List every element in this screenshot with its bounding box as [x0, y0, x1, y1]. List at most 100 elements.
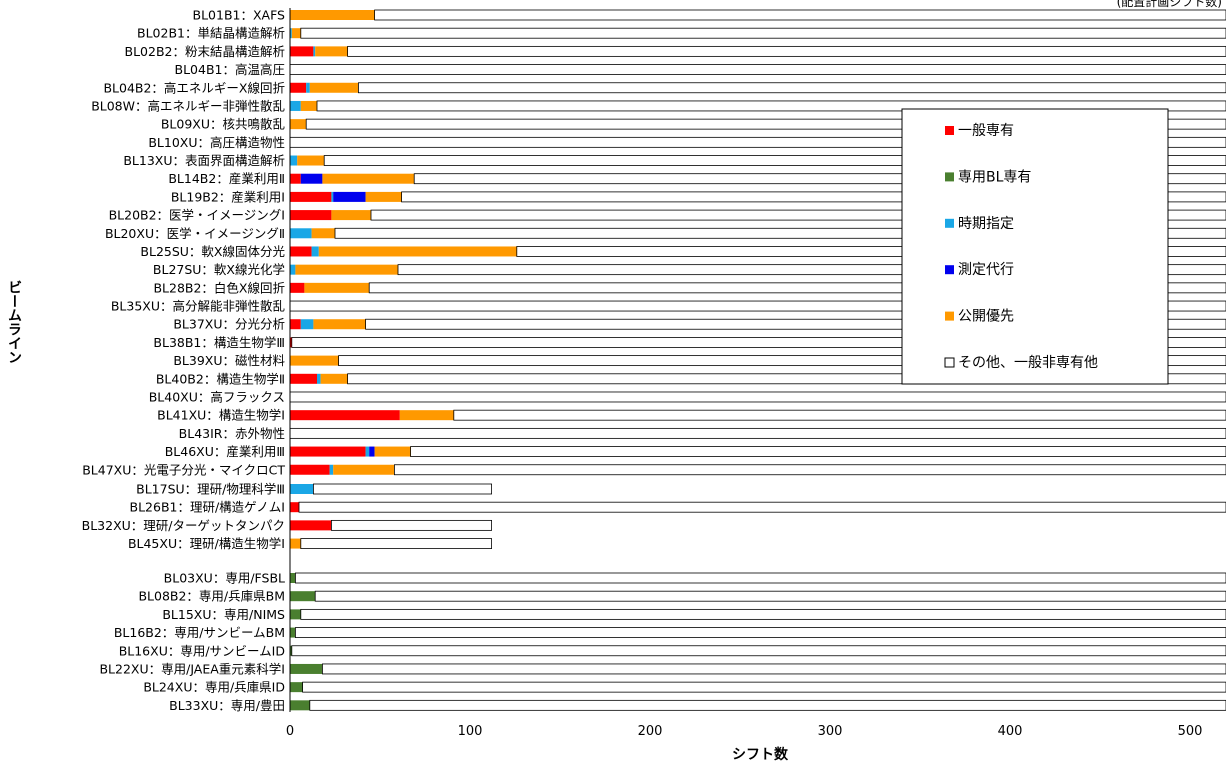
- bars-layer: [289, 9, 1226, 711]
- bar-segment-other: [294, 572, 1226, 584]
- bar-segment-dedicated_bl: [290, 663, 323, 674]
- category-label: BL38B1：構造生物学Ⅲ: [153, 335, 285, 350]
- bar-segment-other: [393, 464, 1226, 476]
- bar-segment-other: [347, 45, 1226, 57]
- bar-segment-other: [334, 227, 1226, 239]
- bar-segment-public: [290, 119, 307, 130]
- bar-segment-dedicated_bl: [290, 609, 301, 620]
- x-tick-label: 200: [638, 724, 663, 739]
- category-label: BL16XU：専用/サンビームID: [119, 643, 285, 658]
- bar-segment-general: [290, 319, 301, 330]
- category-label: BL28B2：白色X線回折: [153, 280, 285, 295]
- category-label: BL40XU：高フラックス: [149, 389, 285, 404]
- x-axis-title: シフト数: [732, 746, 789, 763]
- bar-segment-period: [290, 228, 312, 239]
- bar-segment-dedicated_bl: [290, 700, 310, 711]
- bar-segment-period: [290, 100, 301, 111]
- bar-segment-other: [300, 608, 1226, 620]
- bar-segment-other: [314, 590, 1226, 602]
- bar-segment-period: [290, 155, 298, 166]
- bar-segment-public: [315, 46, 348, 57]
- bar-segment-other: [291, 645, 1226, 657]
- bar-segment-period: [317, 373, 321, 384]
- bar-segment-other: [453, 409, 1226, 421]
- category-label: BL43IR：赤外物性: [179, 426, 285, 441]
- bar-segment-dedicated_bl: [290, 573, 296, 583]
- bar-segment-other: [413, 173, 1226, 185]
- chart-header: (配置計画シフト数): [1117, 0, 1222, 9]
- bar-segment-public: [320, 373, 348, 384]
- legend-label-measure: 測定代行: [958, 262, 1014, 278]
- bar-segment-public: [365, 191, 402, 202]
- bar-segment-general: [290, 173, 301, 184]
- legend-swatch-other: [944, 357, 955, 368]
- bar-segment-general: [290, 46, 314, 57]
- bar-segment-other: [323, 155, 1226, 166]
- bar-segment-other: [347, 373, 1226, 385]
- bar-segment-general: [290, 337, 292, 348]
- category-label: BL47XU：光電子分光・マイクロCT: [82, 462, 285, 477]
- bar-segment-general: [290, 282, 305, 293]
- bar-segment-other: [338, 355, 1226, 367]
- header-note: (配置計画シフト数): [1117, 0, 1222, 9]
- category-label: BL35XU：高分解能非弾性散乱: [111, 299, 285, 314]
- bar-segment-other: [300, 27, 1226, 39]
- bar-segment-other: [370, 209, 1226, 221]
- legend-swatch-general: [945, 126, 954, 135]
- bar-segment-other: [309, 699, 1226, 711]
- category-label: BL17SU：理研/物理科学Ⅲ: [136, 482, 285, 497]
- bar-segment-other: [410, 446, 1226, 457]
- bar-segment-period: [290, 264, 296, 275]
- category-label: BL39XU：磁性材料: [173, 353, 285, 368]
- bar-segment-public: [322, 173, 415, 184]
- category-label: BL09XU：核共鳴散乱: [161, 117, 285, 132]
- legend-label-dedicated_bl: 専用BL専有: [958, 169, 1031, 185]
- bar-segment-other: [316, 100, 1226, 112]
- category-label: BL08W：高エネルギー非弾性散乱: [91, 98, 285, 113]
- bar-segment-public: [331, 210, 371, 221]
- legend-label-general: 一般専有: [958, 123, 1014, 139]
- bar-segment-public: [311, 228, 335, 239]
- category-label: BL33XU：専用/豊田: [169, 698, 285, 713]
- bar-segment-period: [365, 446, 370, 457]
- legend-box: [901, 108, 1169, 385]
- bar-segment-other: [302, 681, 1226, 693]
- category-label: BL04B2：高エネルギーX線回折: [103, 80, 285, 95]
- category-label: BL32XU：理研/ターゲットタンパク: [82, 518, 285, 533]
- category-label: BL26B1：理研/構造ゲノムⅠ: [130, 500, 286, 515]
- category-label: BL19B2：産業利用Ⅰ: [171, 189, 285, 204]
- category-label: BL01B1：XAFS: [193, 8, 286, 23]
- bar-segment-other: [374, 9, 1226, 21]
- x-tick-label: 0: [286, 724, 294, 739]
- bar-segment-other: [365, 318, 1226, 330]
- bar-segment-measure: [369, 446, 375, 457]
- legend-label-other: その他、一般非専有他: [958, 355, 1098, 371]
- x-axis: 0 100 200 300 400 500: [286, 8, 1202, 739]
- bar-segment-public: [297, 155, 325, 166]
- bar-segment-public: [318, 246, 517, 257]
- bar-segment-other: [289, 391, 1226, 403]
- bar-segment-period: [306, 82, 310, 93]
- bar-segment-general: [290, 446, 366, 457]
- bar-segment-other: [305, 118, 1226, 130]
- category-label: BL02B1：単結晶構造解析: [137, 26, 285, 41]
- bar-segment-public: [290, 10, 375, 20]
- category-label: BL37XU：分光分析: [173, 317, 285, 332]
- bar-segment-period: [300, 319, 314, 330]
- category-label: BL20XU：医学・イメージングⅡ: [105, 226, 285, 241]
- bar-segment-other: [289, 64, 1226, 75]
- bar-segment-other: [401, 191, 1226, 203]
- bar-segment-public: [374, 446, 411, 457]
- bar-segment-other: [312, 483, 492, 495]
- bar-segment-period: [290, 484, 314, 494]
- x-tick-label: 300: [818, 724, 843, 739]
- category-label: BL22XU：専用/JAEA重元素科学Ⅰ: [99, 661, 285, 676]
- bar-segment-general: [290, 82, 307, 93]
- bar-segment-period: [329, 464, 334, 475]
- bar-segment-public: [295, 264, 398, 275]
- bar-segment-measure: [333, 191, 366, 202]
- bar-segment-public: [300, 100, 317, 111]
- legend-label-public: 公開優先: [958, 309, 1014, 325]
